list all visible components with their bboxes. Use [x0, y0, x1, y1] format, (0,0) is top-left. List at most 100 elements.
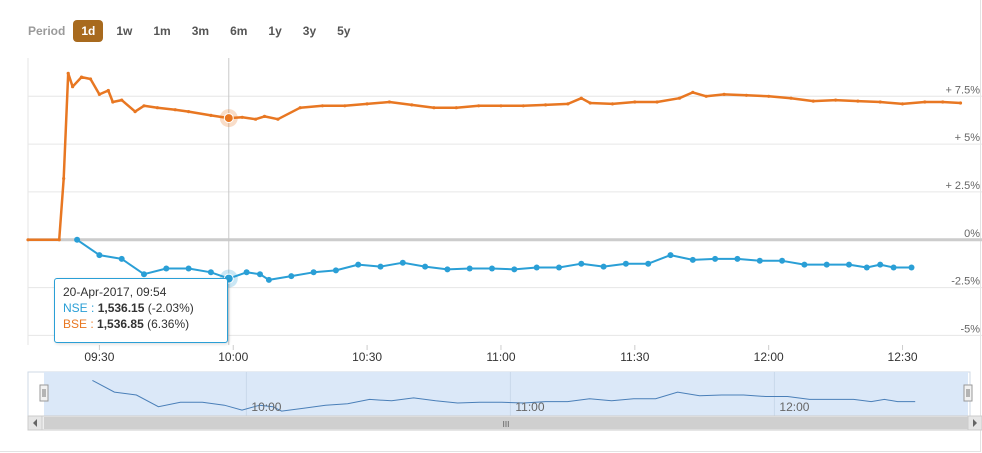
- bse-line: [28, 72, 961, 242]
- y-tick-label: + 2.5%: [945, 180, 980, 192]
- period-6m-button[interactable]: 6m: [230, 24, 248, 38]
- nse-point: [600, 263, 607, 270]
- navigator[interactable]: 10:00 11:00 12:00 III: [27, 371, 982, 431]
- bse-point: [767, 94, 771, 98]
- nse-point: [863, 264, 870, 271]
- nse-point: [444, 266, 451, 273]
- bse-point: [410, 103, 414, 107]
- nse-series[interactable]: [74, 236, 915, 283]
- bse-point: [722, 92, 726, 96]
- bse-point: [900, 102, 905, 106]
- period-3m-button[interactable]: 3m: [191, 24, 210, 38]
- period-1m-button[interactable]: 1m: [153, 24, 171, 38]
- nse-point: [243, 269, 250, 276]
- tooltip-nse-row: NSE : 1,536.15 (-2.03%): [63, 300, 219, 316]
- nse-point: [511, 266, 518, 273]
- bse-point: [365, 102, 369, 106]
- tooltip-bse-change: (6.36%): [147, 317, 190, 331]
- nse-point: [779, 257, 786, 264]
- nse-line: [76, 238, 912, 281]
- bse-point: [320, 104, 325, 108]
- navigator-tick-label: 10:00: [251, 400, 281, 414]
- bse-point: [856, 99, 860, 103]
- nse-point: [265, 276, 272, 283]
- bse-point: [521, 104, 525, 108]
- scrollbar-grip-icon: III: [503, 420, 510, 429]
- bse-series[interactable]: [26, 71, 963, 242]
- scroll-left-arrow-icon: [33, 419, 37, 427]
- bse-point: [477, 104, 481, 108]
- bse-point: [343, 104, 347, 108]
- x-tick-label: 10:00: [218, 350, 248, 364]
- nse-point: [288, 273, 295, 280]
- nse-point: [801, 261, 808, 268]
- period-label: Period: [28, 24, 66, 38]
- y-axis: + 7.5% + 5% + 2.5% 0% -2.5% -5%: [945, 84, 980, 335]
- y-tick-label: -5%: [960, 323, 980, 335]
- nse-point: [556, 264, 562, 271]
- nse-point: [185, 265, 192, 272]
- bse-point: [155, 106, 159, 110]
- bse-point: [142, 104, 146, 108]
- navigator-tick-label: 11:00: [515, 400, 544, 414]
- period-1y-button[interactable]: 1y: [268, 24, 282, 38]
- bse-point: [120, 98, 124, 102]
- bse-point: [544, 103, 548, 107]
- bse-point: [79, 75, 84, 79]
- tooltip-nse-label: NSE :: [63, 301, 95, 315]
- nse-point: [355, 261, 362, 268]
- period-1w-button[interactable]: 1w: [116, 24, 133, 38]
- period-5y-button[interactable]: 5y: [337, 24, 351, 38]
- nse-point: [908, 264, 915, 271]
- hover-tooltip: 20-Apr-2017, 09:54 NSE : 1,536.15 (-2.03…: [54, 278, 228, 343]
- bse-point: [240, 115, 244, 119]
- period-1d-button[interactable]: 1d: [73, 20, 104, 42]
- navigator-right-handle[interactable]: [963, 384, 973, 402]
- bse-point: [26, 238, 30, 242]
- tooltip-bse-row: BSE : 1,536.85 (6.36%): [63, 316, 219, 332]
- x-tick-label: 09:30: [84, 350, 114, 364]
- bse-point: [432, 106, 436, 110]
- bse-point: [566, 102, 570, 106]
- nse-point: [163, 265, 170, 272]
- bse-point: [923, 100, 927, 104]
- nse-point: [257, 271, 263, 278]
- bse-point: [66, 71, 70, 75]
- nse-point: [712, 255, 719, 262]
- nse-point: [890, 264, 897, 271]
- tooltip-bse-label: BSE :: [63, 317, 94, 331]
- bse-point: [789, 96, 793, 100]
- x-axis: 09:30 10:00 10:30 11:00 11:30 12:00 12:30: [84, 345, 918, 364]
- bse-hover-marker: [223, 113, 234, 124]
- tooltip-bse-value: 1,536.85: [97, 317, 144, 331]
- bse-point: [588, 101, 592, 105]
- y-tick-label: + 7.5%: [945, 84, 980, 96]
- nse-point: [399, 259, 406, 266]
- bse-point: [187, 110, 191, 114]
- nse-point: [377, 263, 384, 270]
- scrollbar-thumb[interactable]: [44, 417, 968, 429]
- bse-point: [106, 88, 110, 93]
- bse-point: [958, 101, 963, 105]
- nse-point: [645, 260, 652, 267]
- navigator-window[interactable]: [44, 372, 968, 416]
- bse-point: [209, 113, 213, 117]
- x-tick-label: 10:30: [352, 350, 382, 364]
- bse-point: [57, 238, 61, 242]
- bse-point: [387, 100, 391, 104]
- nse-point: [96, 252, 103, 259]
- tooltip-datetime: 20-Apr-2017, 09:54: [63, 285, 167, 299]
- nse-point: [74, 236, 81, 243]
- bse-point: [677, 96, 682, 100]
- y-tick-label: + 5%: [955, 132, 981, 144]
- bse-point: [254, 117, 258, 121]
- scroll-right-arrow-icon: [973, 419, 977, 427]
- bse-point: [878, 100, 882, 104]
- nse-point: [141, 271, 147, 278]
- nse-point: [466, 265, 473, 272]
- bse-point: [133, 110, 137, 114]
- bse-point: [610, 102, 615, 106]
- period-3y-button[interactable]: 3y: [302, 24, 317, 38]
- navigator-left-handle[interactable]: [39, 384, 49, 402]
